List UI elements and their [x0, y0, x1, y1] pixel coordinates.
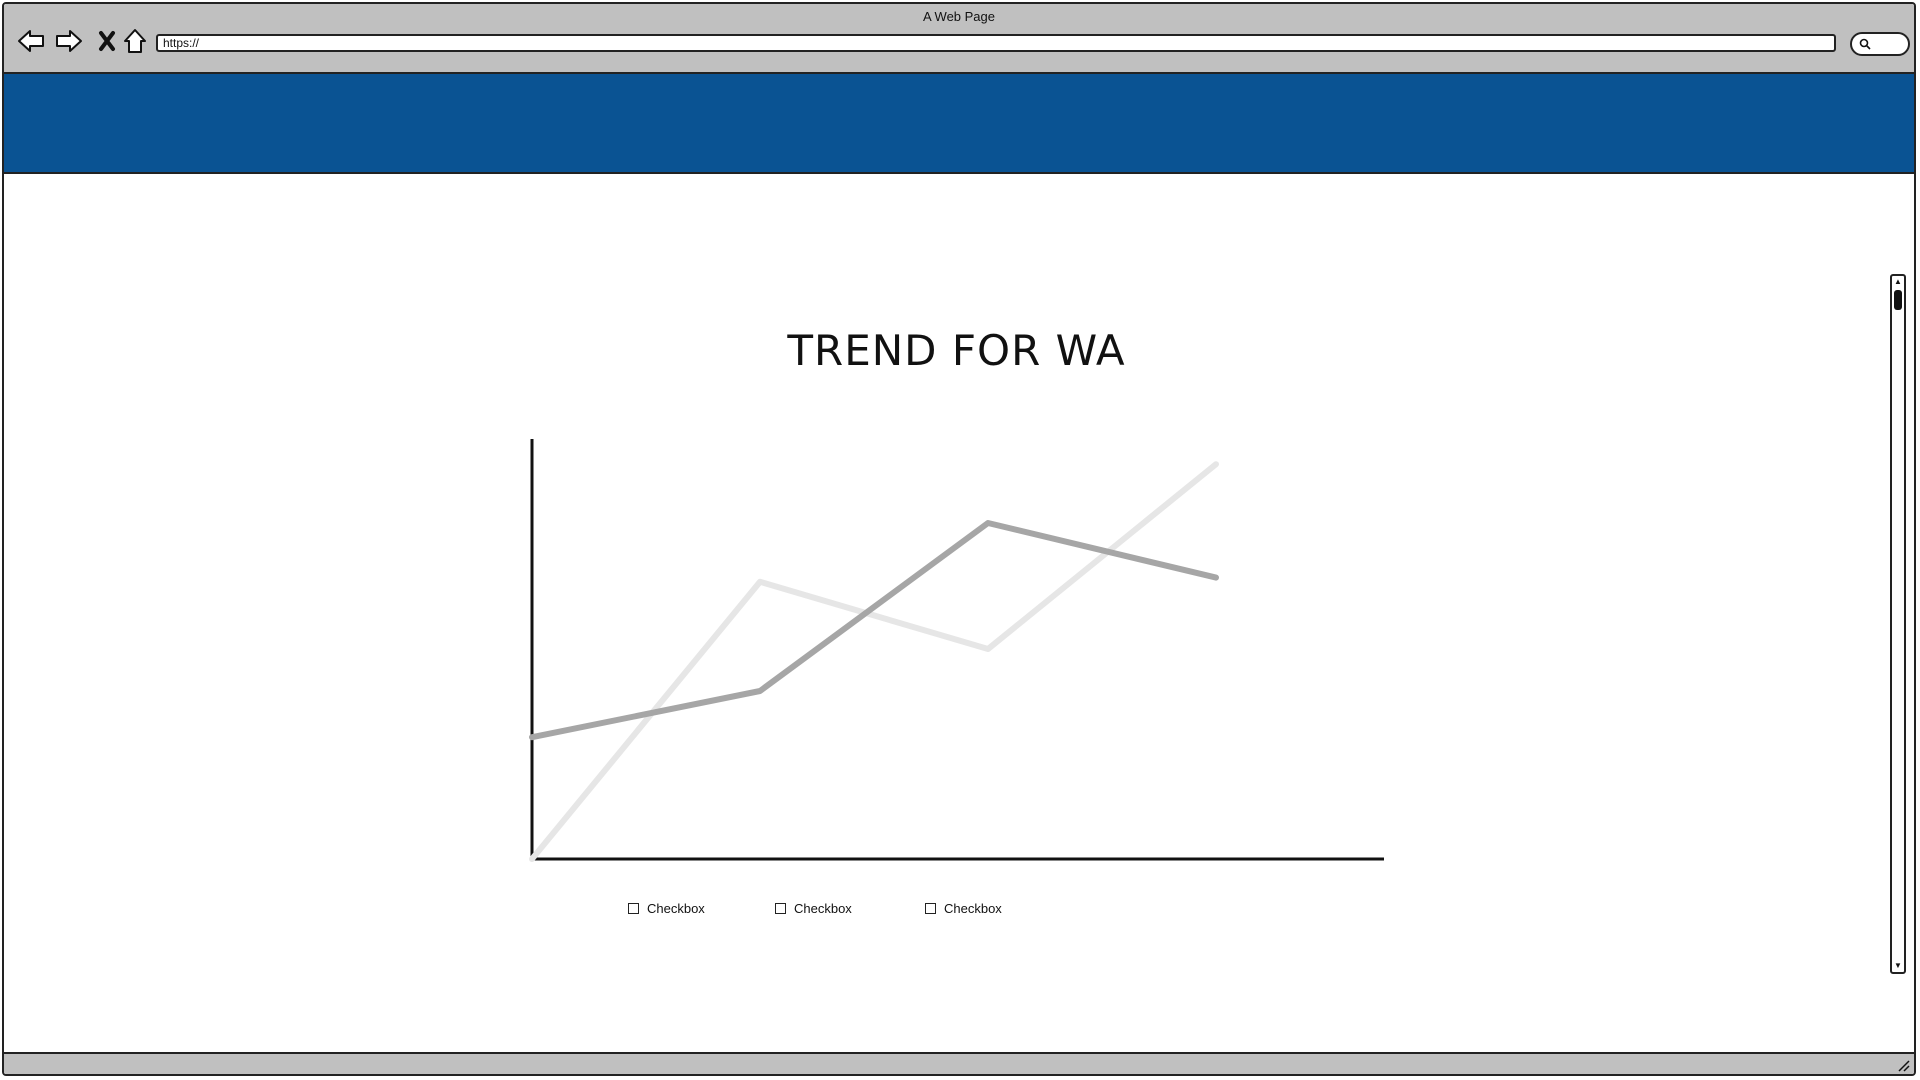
scroll-thumb[interactable]: [1894, 290, 1902, 310]
checkbox-1-box[interactable]: [628, 903, 639, 914]
back-arrow-icon[interactable]: [16, 26, 46, 56]
series-line-1: [529, 461, 1219, 862]
main-content: TREND FOR WA Checkbox Checkbox Checkbox …: [4, 174, 1914, 1054]
series-1-point-2: [759, 581, 761, 583]
address-bar[interactable]: https://: [156, 34, 1836, 52]
status-bar: [4, 1052, 1914, 1074]
series-line-2: [529, 520, 1219, 741]
home-icon[interactable]: [120, 26, 150, 56]
scroll-down-icon[interactable]: ▼: [1894, 961, 1902, 970]
series-2-point-1: [531, 736, 533, 738]
series-2-point-4: [1215, 577, 1217, 579]
checkbox-1-label: Checkbox: [647, 901, 705, 916]
checkbox-3-label: Checkbox: [944, 901, 1002, 916]
series-1-point-4: [1215, 463, 1217, 465]
checkbox-group: Checkbox Checkbox Checkbox: [4, 901, 1914, 925]
series-2-point-2: [759, 690, 761, 692]
checkbox-2[interactable]: Checkbox: [775, 901, 852, 916]
checkbox-3-box[interactable]: [925, 903, 936, 914]
vertical-scrollbar[interactable]: ▲ ▼: [1890, 274, 1906, 974]
checkbox-2-label: Checkbox: [794, 901, 852, 916]
series-layer: [529, 461, 1219, 862]
checkbox-3[interactable]: Checkbox: [925, 901, 1002, 916]
checkbox-1[interactable]: Checkbox: [628, 901, 705, 916]
resize-grip-icon[interactable]: [1896, 1058, 1910, 1072]
trend-chart: [529, 439, 1384, 862]
header-banner: [4, 74, 1914, 174]
close-x-icon[interactable]: [92, 26, 122, 56]
series-2-point-3: [987, 522, 989, 524]
series-1-point-1: [531, 858, 533, 860]
search-button[interactable]: [1850, 32, 1910, 56]
forward-arrow-icon[interactable]: [54, 26, 84, 56]
window-title: A Web Page: [922, 9, 996, 24]
browser-toolbar: A Web Page https://: [4, 4, 1914, 74]
checkbox-2-box[interactable]: [775, 903, 786, 914]
scroll-up-icon[interactable]: ▲: [1894, 277, 1902, 286]
search-icon: [1859, 38, 1871, 50]
series-1-point-3: [987, 648, 989, 650]
page-title: TREND FOR WA: [787, 326, 1126, 375]
